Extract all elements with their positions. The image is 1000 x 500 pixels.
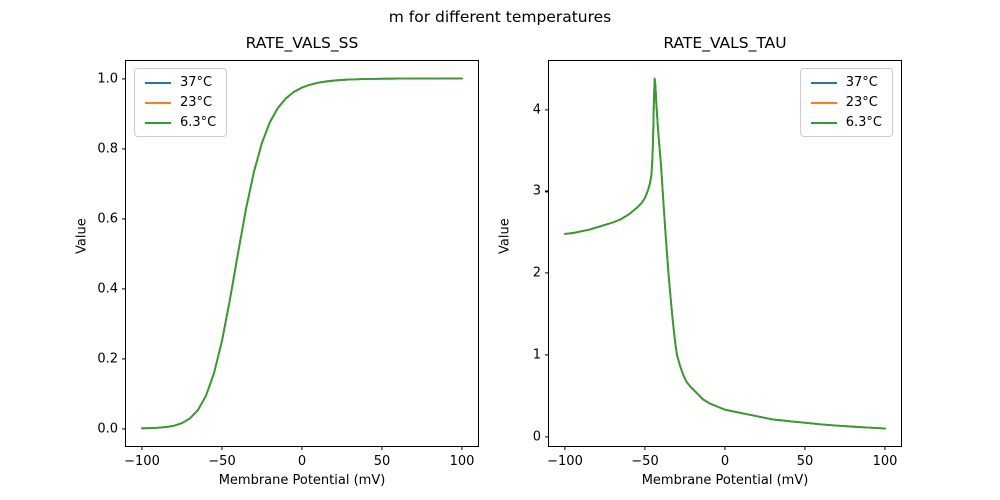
y-tick-mark [122,77,126,80]
legend-entry: 6.3°C [810,115,882,130]
x-tick-label: −50 [208,454,236,469]
legend: 37°C 23°C 6.3°C [134,68,228,137]
x-tick-mark [221,446,223,450]
y-tick-label: 0.4 [97,281,118,296]
x-tick-label: 0 [720,454,730,469]
legend-label: 6.3°C [180,115,217,130]
x-tick-label: −100 [124,454,160,469]
legend-entry: 6.3°C [145,115,216,130]
y-tick-label: 1 [532,347,541,363]
y-tick-mark [122,147,126,150]
y-tick-label: 0.0 [97,421,118,436]
y-tick-mark [122,217,126,220]
legend-entry: 37°C [145,75,216,90]
series-line-6.3C [141,77,463,430]
y-tick-mark [545,190,549,192]
x-tick-mark [884,446,886,450]
legend-label: 23°C [845,95,878,110]
x-tick-mark [644,446,646,450]
legend-entry: 23°C [810,95,882,110]
y-tick-mark [545,272,549,274]
x-tick-label: 100 [872,454,898,469]
legend-line-sample [145,101,171,104]
y-tick-label: 1.0 [97,71,118,86]
legend-line-sample [145,121,171,124]
y-tick-label: 0.2 [97,351,118,366]
x-tick-label: 50 [373,454,391,469]
subplot-title: RATE_VALS_SS [245,34,359,52]
subplot-rate-vals-tau: RATE_VALS_TAU Value Membrane Potential (… [498,34,902,488]
y-tick-label: 3 [532,183,541,199]
x-tick-mark [141,446,143,450]
legend-label: 23°C [180,95,213,110]
y-tick-label: 0.6 [97,211,118,226]
plot-area [141,77,463,430]
legend-label: 6.3°C [845,115,882,130]
y-tick-label: 0 [532,429,541,445]
y-tick-mark [122,357,126,360]
plot-area [564,77,886,430]
x-axis-label: Membrane Potential (mV) [641,473,809,488]
x-tick-label: −50 [631,454,659,469]
x-tick-mark [381,446,383,450]
y-tick-label: 4 [532,102,541,118]
legend-label: 37°C [180,75,213,90]
x-tick-mark [804,446,806,450]
x-tick-mark [461,446,463,450]
legend-line-sample [810,81,837,84]
x-tick-mark [564,446,566,450]
subplot-rate-vals-ss: RATE_VALS_SS Value Membrane Potential (m… [75,34,479,488]
y-tick-label: 0.8 [97,141,118,156]
y-tick-label: 2 [532,265,541,281]
x-tick-label: 100 [449,454,475,469]
x-tick-mark [301,446,303,450]
legend-entry: 37°C [810,75,882,90]
y-tick-mark [545,108,549,111]
y-tick-mark [545,354,549,356]
y-tick-mark [122,427,126,430]
series-line-6.3C [564,77,886,430]
x-tick-label: 50 [796,454,814,469]
y-tick-mark [545,436,549,438]
figure-suptitle: m for different temperatures [388,8,612,26]
y-tick-mark [122,287,126,290]
x-tick-mark [724,446,726,450]
legend: 37°C 23°C 6.3°C [799,68,893,137]
x-axis-label: Membrane Potential (mV) [218,473,386,488]
legend-label: 37°C [845,75,878,90]
x-tick-label: 0 [297,454,307,469]
legend-line-sample [810,101,837,104]
legend-entry: 23°C [145,95,216,110]
legend-line-sample [145,81,171,84]
subplot-title: RATE_VALS_TAU [663,34,787,52]
x-tick-label: −100 [547,454,583,469]
legend-line-sample [810,121,837,124]
